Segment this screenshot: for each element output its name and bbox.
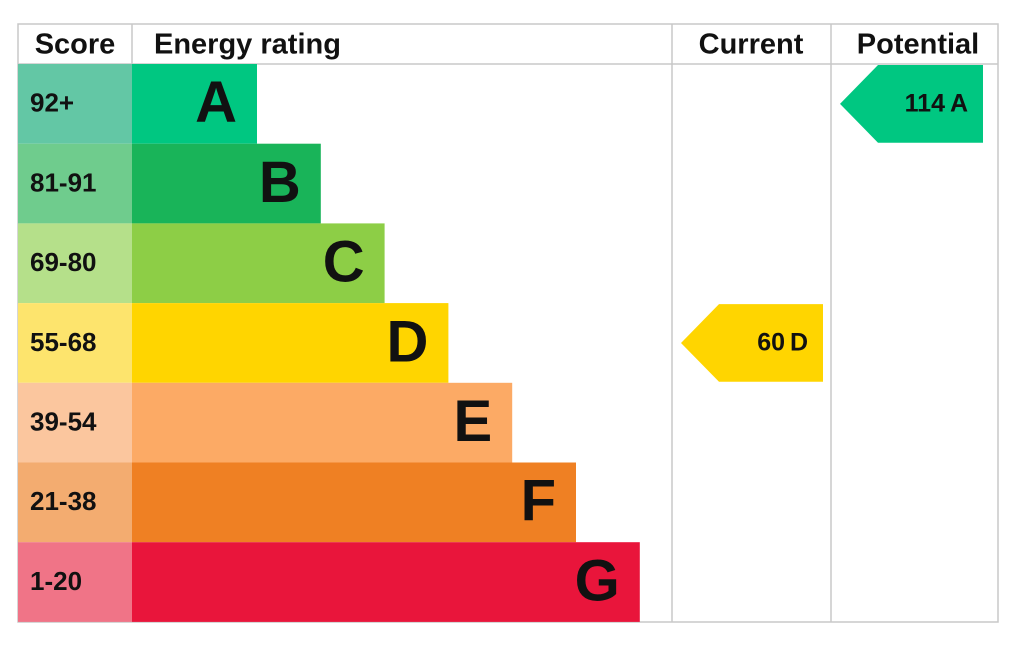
rating-letter: A (195, 70, 237, 135)
rating-bar (132, 303, 449, 383)
score-range: 55-68 (30, 327, 97, 357)
score-cell (18, 542, 132, 622)
rating-letter: C (323, 230, 365, 295)
score-cell (18, 462, 132, 543)
rating-bar (132, 542, 640, 622)
score-cell (18, 143, 132, 224)
current-letter: D (790, 329, 808, 357)
score-cell (18, 64, 132, 144)
rating-letter: B (259, 150, 301, 215)
rating-letter: G (575, 548, 620, 613)
header-potential: Potential (857, 29, 979, 61)
current-value: 60 (757, 329, 785, 357)
rating-letter: D (387, 309, 429, 374)
score-cell (18, 223, 132, 304)
score-cell (18, 303, 132, 383)
score-range: 21-38 (30, 486, 97, 516)
potential-letter: A (950, 89, 968, 117)
score-range: 69-80 (30, 247, 97, 277)
rating-bar (132, 462, 576, 543)
rating-bar (132, 223, 385, 304)
header-rating: Energy rating (154, 29, 341, 61)
rating-letter: F (521, 469, 556, 534)
rating-bar (132, 382, 513, 463)
current-arrow (681, 304, 823, 382)
potential-arrow (840, 65, 983, 143)
rating-letter: E (454, 389, 493, 454)
score-range: 92+ (30, 88, 74, 118)
score-range: 39-54 (30, 407, 97, 437)
header-score: Score (35, 29, 116, 61)
score-cell (18, 382, 132, 463)
header-current: Current (699, 29, 804, 61)
rating-bar (132, 64, 257, 144)
potential-value: 114 (905, 89, 945, 117)
score-range: 81-91 (30, 167, 97, 197)
rating-bar (132, 143, 321, 224)
score-range: 1-20 (30, 566, 82, 596)
